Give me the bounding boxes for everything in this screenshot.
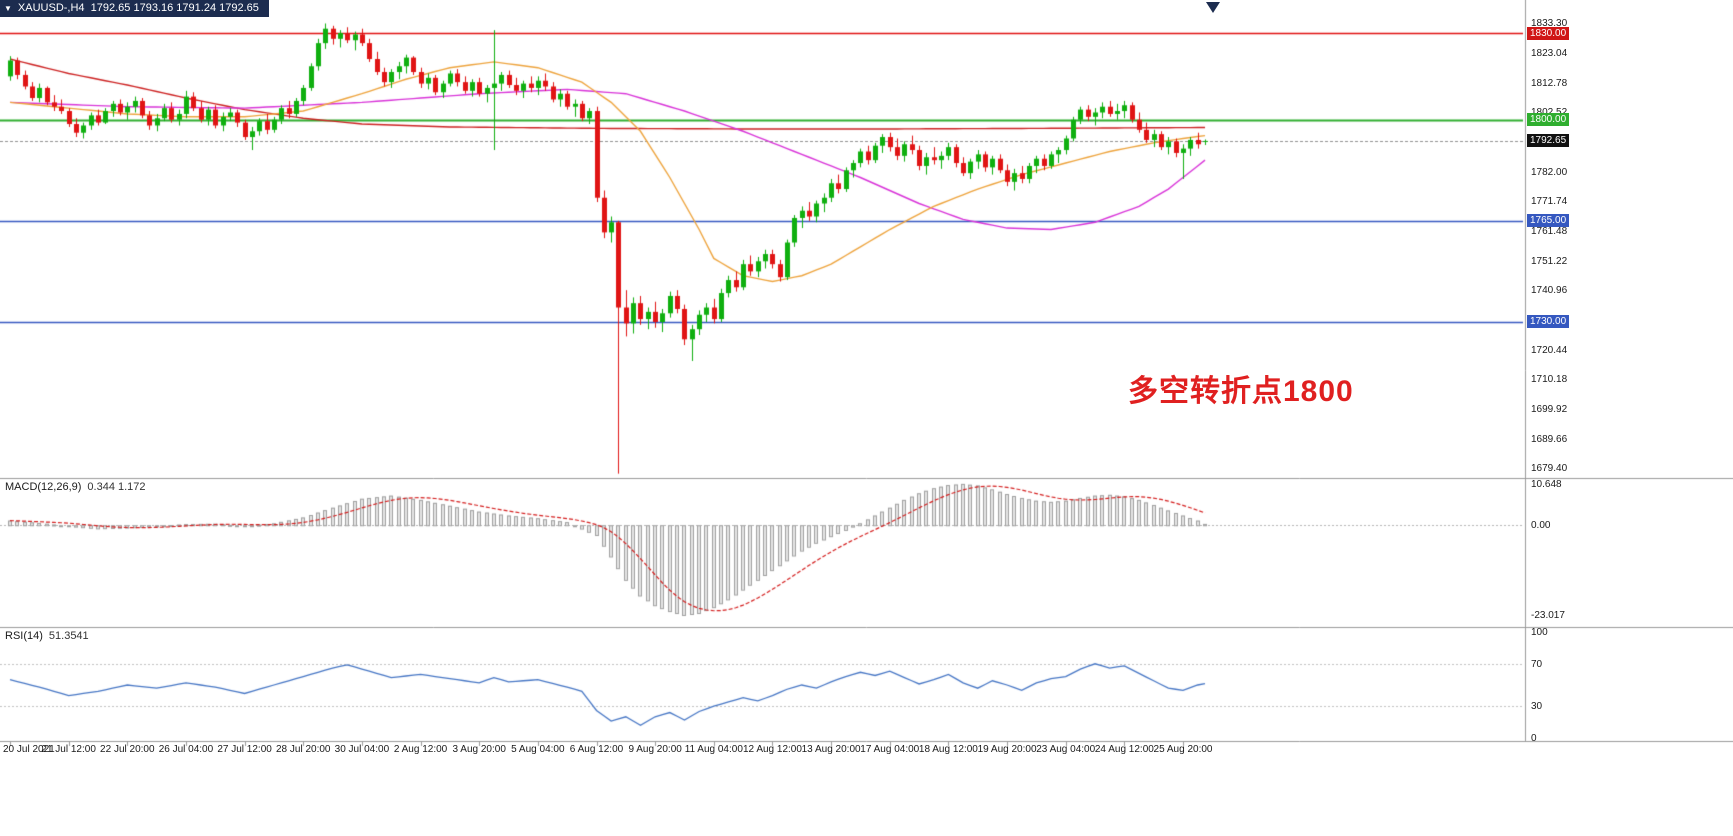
time-axis-label: 30 Jul 04:00 xyxy=(334,744,390,755)
rsi-indicator-label: RSI(14) 51.3541 xyxy=(5,630,89,642)
rsi-axis-label: 0 xyxy=(1531,733,1537,744)
time-axis-label: 25 Aug 20:00 xyxy=(1153,744,1213,755)
rsi-values-label: 51.3541 xyxy=(48,630,89,642)
rsi-axis-label: 30 xyxy=(1531,701,1543,713)
rsi-axis-label: 70 xyxy=(1531,658,1543,670)
macd-indicator-label: MACD(12,26,9) 0.344 1.172 xyxy=(5,481,146,493)
rsi-name-label: RSI(14) xyxy=(5,630,43,642)
price-axis-label: 1771.74 xyxy=(1531,196,1568,208)
rsi-axis-label: 100 xyxy=(1531,627,1548,638)
price-badge-1730.00: 1730.00 xyxy=(1527,315,1570,329)
macd-axis-label: 10.648 xyxy=(1531,478,1562,490)
chart-shift-marker-icon[interactable] xyxy=(1206,2,1220,13)
time-axis-label: 6 Aug 12:00 xyxy=(569,744,624,755)
price-axis-label: 1679.40 xyxy=(1531,463,1568,475)
time-axis-label: 22 Jul 20:00 xyxy=(100,744,155,755)
time-axis-label: 26 Jul 04:00 xyxy=(158,744,214,755)
price-axis-label: 1833.30 xyxy=(1531,18,1568,30)
time-axis-label: 19 Aug 20:00 xyxy=(977,744,1037,755)
time-axis-label: 9 Aug 20:00 xyxy=(628,744,682,755)
price-axis-label: 1782.00 xyxy=(1531,166,1568,178)
time-axis-label: 21 Jul 12:00 xyxy=(41,744,96,755)
price-axis-label: 1823.04 xyxy=(1531,48,1568,60)
time-axis-label: 13 Aug 20:00 xyxy=(801,744,861,755)
time-axis-label: 3 Aug 20:00 xyxy=(452,744,506,755)
time-axis-label: 2 Aug 12:00 xyxy=(393,744,448,755)
price-axis-label: 1720.44 xyxy=(1531,344,1568,356)
price-axis-label: 1802.52 xyxy=(1531,107,1567,118)
price-axis-label: 1689.66 xyxy=(1531,433,1568,445)
price-badge-1792.65: 1792.65 xyxy=(1527,134,1570,148)
time-axis-label: 23 Aug 04:00 xyxy=(1036,744,1096,755)
chart-annotation-text: 多空转折点1800 xyxy=(1128,375,1354,408)
macd-axis-label: 0.00 xyxy=(1531,520,1551,532)
price-axis-label: 1699.92 xyxy=(1531,403,1568,415)
collapse-chart-icon[interactable]: ▼ xyxy=(4,4,12,13)
price-axis-label: 1710.18 xyxy=(1531,374,1568,386)
price-badge-1765.00: 1765.00 xyxy=(1527,214,1570,228)
price-badge-1800.00: 1800.00 xyxy=(1527,113,1570,127)
macd-axis-label: -23.017 xyxy=(1531,610,1565,622)
macd-name-label: MACD(12,26,9) xyxy=(5,481,82,493)
macd-values-label: 0.344 1.172 xyxy=(87,481,146,493)
price-axis-label: 1751.22 xyxy=(1531,255,1568,267)
time-axis-label: 20 Jul 2021 xyxy=(3,744,55,755)
time-axis-label: 24 Aug 12:00 xyxy=(1094,744,1154,755)
price-axis-label: 1761.48 xyxy=(1531,226,1568,237)
time-axis-label: 11 Aug 04:00 xyxy=(684,744,743,755)
symbol-info-bar: ▼ XAUUSD-,H4 1792.65 1793.16 1791.24 1792… xyxy=(0,0,269,17)
time-axis-label: 17 Aug 04:00 xyxy=(860,744,920,755)
time-axis-label: 28 Jul 20:00 xyxy=(276,744,331,755)
time-axis-label: 12 Aug 12:00 xyxy=(742,744,802,755)
price-axis-label: 1812.78 xyxy=(1531,77,1568,89)
symbol-ohlc-text: XAUUSD-,H4 1792.65 1793.16 1791.24 1792.… xyxy=(17,2,259,14)
time-axis-label: 27 Jul 12:00 xyxy=(217,744,272,755)
price-axis-label: 1740.96 xyxy=(1531,285,1568,297)
price-badge-1830.00: 1830.00 xyxy=(1527,26,1570,40)
time-axis-label: 5 Aug 04:00 xyxy=(511,744,565,755)
time-axis-label: 18 Aug 12:00 xyxy=(918,744,978,755)
